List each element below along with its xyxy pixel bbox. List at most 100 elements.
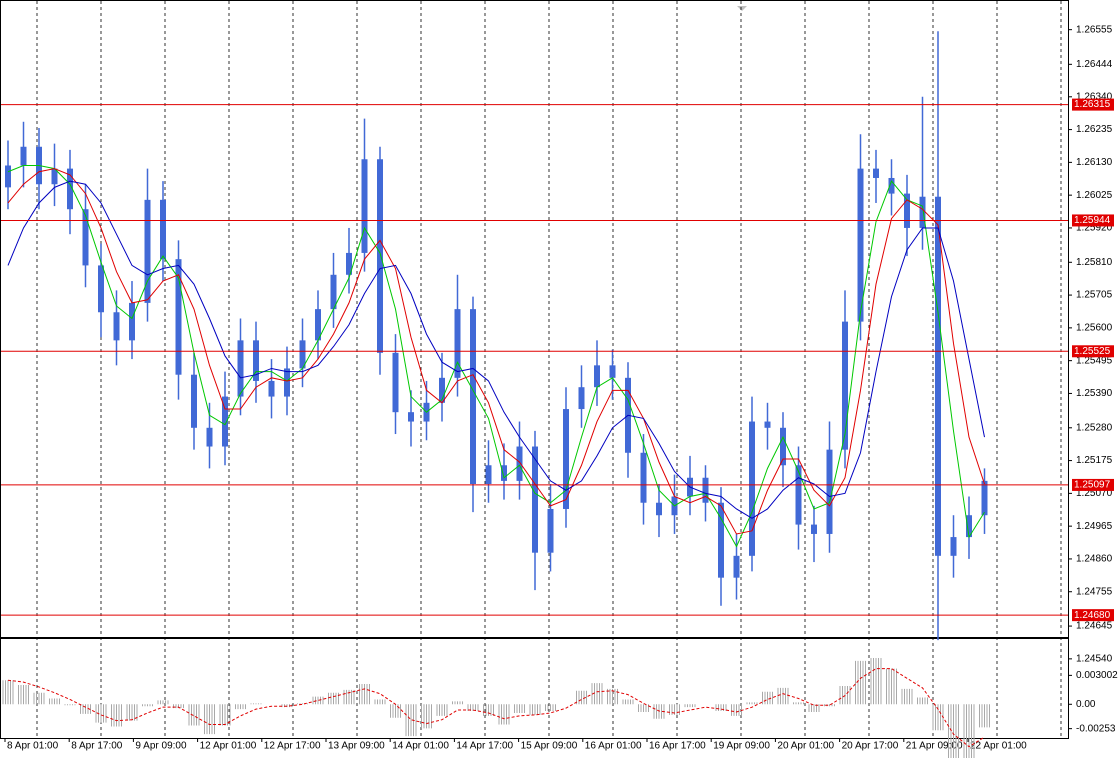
candle-body [222,396,228,447]
x-tick-label: 21 Apr 09:00 [906,741,963,752]
candle-body [950,537,957,556]
candle-body [346,252,352,275]
signal-line [7,668,985,748]
candle-body [795,465,802,525]
y-tick-label: 1.25495 [1076,355,1113,366]
candle-body [361,159,368,253]
y-tick-label: 0.00 [1076,699,1096,710]
x-tick-label: 12 Apr 01:00 [200,741,257,752]
candle-body [733,555,740,578]
candle-body [392,352,399,413]
x-tick-label: 8 Apr 17:00 [71,741,123,752]
candle-body [98,265,104,313]
candle-body [609,365,616,378]
candle-body [206,427,213,447]
x-tick-label: 15 Apr 09:00 [521,741,578,752]
candle-body [454,309,461,378]
candle-body [702,477,709,503]
candle-body [113,312,120,341]
candle-body [67,168,73,210]
candle-body [144,199,151,303]
y-tick-label: 1.26444 [1076,59,1113,70]
y-tick-label: -0.00253 [1076,723,1116,734]
candle-body [268,380,275,397]
candle-body [873,168,879,178]
candle-body [160,199,166,260]
level-label: 1.25944 [1074,215,1111,226]
x-tick-label: 12 Apr 17:00 [264,741,321,752]
level-tag [1072,214,1114,227]
y-tick-label: 1.26555 [1076,24,1113,35]
candle-body [501,465,507,481]
candle-body [749,421,755,556]
y-tick-label: 1.24860 [1076,554,1113,565]
x-tick-label: 14 Apr 01:00 [392,741,449,752]
y-tick-label: 1.25280 [1076,422,1113,433]
y-tick-label: 1.24645 [1076,621,1113,632]
candle-body [563,409,569,509]
y-tick-label: 1.24540 [1076,653,1113,664]
y-tick-label: 1.25810 [1076,257,1113,268]
candle-body [981,480,988,516]
candle-body [578,387,585,410]
candle-body [516,446,523,481]
candle-body [640,452,647,503]
candle-body [966,515,972,538]
level-label: 1.25525 [1074,346,1111,357]
candle-body [439,377,445,403]
candle-body [888,177,895,194]
candle-body [237,340,244,397]
x-tick-label: 13 Apr 09:00 [328,741,385,752]
level-tag [1072,98,1114,111]
candle-body [594,365,600,388]
y-tick-label: 1.26340 [1076,91,1113,102]
candle-body [470,309,476,484]
y-tick-label: 0.003002 [1076,670,1118,681]
candle-body [935,196,941,556]
candle-body [315,309,321,341]
x-tick-label: 8 Apr 01:00 [7,741,59,752]
x-tick-label: 14 Apr 17:00 [456,741,513,752]
x-tick-label: 9 Apr 09:00 [135,741,187,752]
y-tick-label: 1.25600 [1076,323,1113,334]
y-tick-label: 1.25390 [1076,388,1113,399]
level-tag [1072,478,1114,491]
candle-body [82,209,89,266]
level-label: 1.24680 [1074,610,1111,621]
x-tick-label: 16 Apr 01:00 [585,741,642,752]
x-tick-label: 22 Apr 01:00 [970,741,1027,752]
level-tag [1072,609,1114,622]
candle-body [408,412,414,422]
y-tick-label: 1.25175 [1076,455,1113,466]
candle-body [485,465,492,484]
y-tick-label: 1.25070 [1076,488,1113,499]
main-panel [0,0,1069,638]
candle-body [656,502,662,516]
candle-body [826,449,833,534]
candle-body [764,421,771,428]
candle-body [191,374,197,428]
y-tick-label: 1.26235 [1076,124,1113,135]
level-label: 1.25097 [1074,480,1111,491]
candle-body [175,259,182,375]
level-label: 1.26315 [1074,99,1111,110]
x-tick-label: 19 Apr 09:00 [713,741,770,752]
shift-marker [737,6,747,11]
y-tick-label: 1.24755 [1076,586,1113,597]
y-tick-label: 1.25920 [1076,223,1113,234]
candle-body [547,508,554,553]
y-tick-label: 1.26130 [1076,157,1113,168]
candle-body [377,159,383,353]
candle-body [780,427,786,466]
candle-body [5,165,11,188]
candle-body [330,274,337,310]
y-tick-label: 1.26025 [1076,190,1113,201]
candle-body [51,168,58,185]
x-tick-label: 20 Apr 01:00 [777,741,834,752]
y-tick-label: 1.24965 [1076,521,1113,532]
candle-body [20,146,27,166]
candle-body [299,340,306,369]
y-tick-label: 1.25705 [1076,290,1113,301]
x-tick-label: 16 Apr 17:00 [649,741,706,752]
